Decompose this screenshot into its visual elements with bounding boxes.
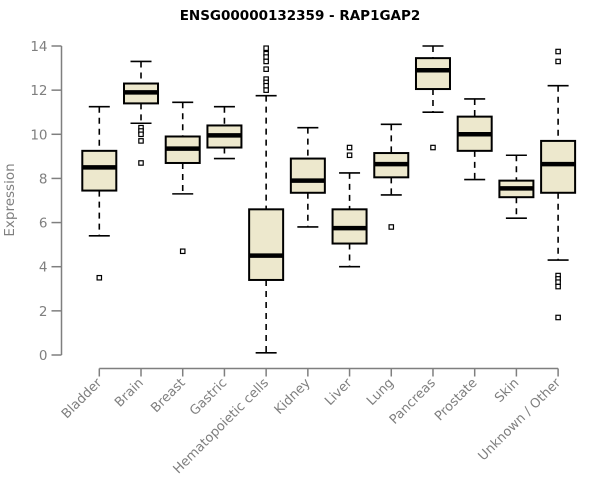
iqr-box <box>540 139 577 194</box>
outlier-point <box>179 248 186 255</box>
outlier-point <box>555 283 561 290</box>
y-tick-label: 8 <box>39 171 48 187</box>
y-tick-label: 4 <box>39 260 48 276</box>
outlier-point <box>388 224 395 230</box>
y-tick-label: 6 <box>39 216 48 232</box>
y-tick-label: 2 <box>39 304 48 320</box>
box-bladder <box>81 105 118 281</box>
outlier-point <box>263 54 269 60</box>
box-liver <box>331 144 368 268</box>
outlier-point <box>96 274 103 281</box>
box-prostate <box>456 98 493 181</box>
x-tick-label-pancreas: Pancreas <box>387 376 439 428</box>
outlier-point <box>138 138 144 144</box>
outlier-point <box>555 48 561 55</box>
x-tick-label-bladder: Bladder <box>59 375 106 422</box>
box-skin <box>498 154 535 219</box>
outlier-point <box>263 82 269 89</box>
box-unknown-other <box>540 48 577 321</box>
outlier-point <box>138 160 144 166</box>
outlier-point <box>430 144 436 151</box>
chart-title: ENSG00000132359 - RAP1GAP2 <box>180 8 421 24</box>
y-tick-label: 12 <box>30 83 47 99</box>
y-tick-label: 10 <box>30 127 47 143</box>
box-brain <box>123 60 160 166</box>
iqr-box <box>81 149 118 192</box>
x-tick-label-liver: Liver <box>322 375 356 409</box>
outlier-point <box>555 314 561 321</box>
x-tick-label-prostate: Prostate <box>432 376 480 424</box>
iqr-box <box>289 157 326 194</box>
x-tick-label-skin: Skin <box>492 376 522 406</box>
box-breast <box>164 101 201 255</box>
box-lung <box>373 123 410 230</box>
outlier-point <box>263 87 269 93</box>
y-tick-label: 14 <box>30 39 47 55</box>
x-tick-label-brain: Brain <box>112 376 147 411</box>
outlier-point <box>555 279 561 285</box>
outlier-point <box>263 45 269 52</box>
box-gastric <box>206 105 243 160</box>
outlier-point <box>263 58 269 65</box>
y-axis-title: Expression <box>2 163 18 236</box>
x-tick-label-lung: Lung <box>364 376 397 409</box>
outlier-point <box>346 144 353 151</box>
outlier-point <box>555 58 561 65</box>
x-tick-label-unknown-other: Unknown / Other <box>476 375 565 464</box>
iqr-box <box>414 57 451 91</box>
x-tick-label-breast: Breast <box>148 376 188 416</box>
box-pancreas <box>414 45 451 151</box>
boxplots <box>81 45 577 354</box>
outlier-point <box>263 66 269 72</box>
outlier-point <box>138 131 144 138</box>
box-kidney <box>289 126 326 228</box>
x-tick-label-kidney: Kidney <box>272 376 314 418</box>
iqr-box <box>248 208 285 281</box>
box-hematopoietic-cells <box>248 45 285 354</box>
y-tick-label: 0 <box>39 348 48 364</box>
outlier-point <box>346 152 353 159</box>
